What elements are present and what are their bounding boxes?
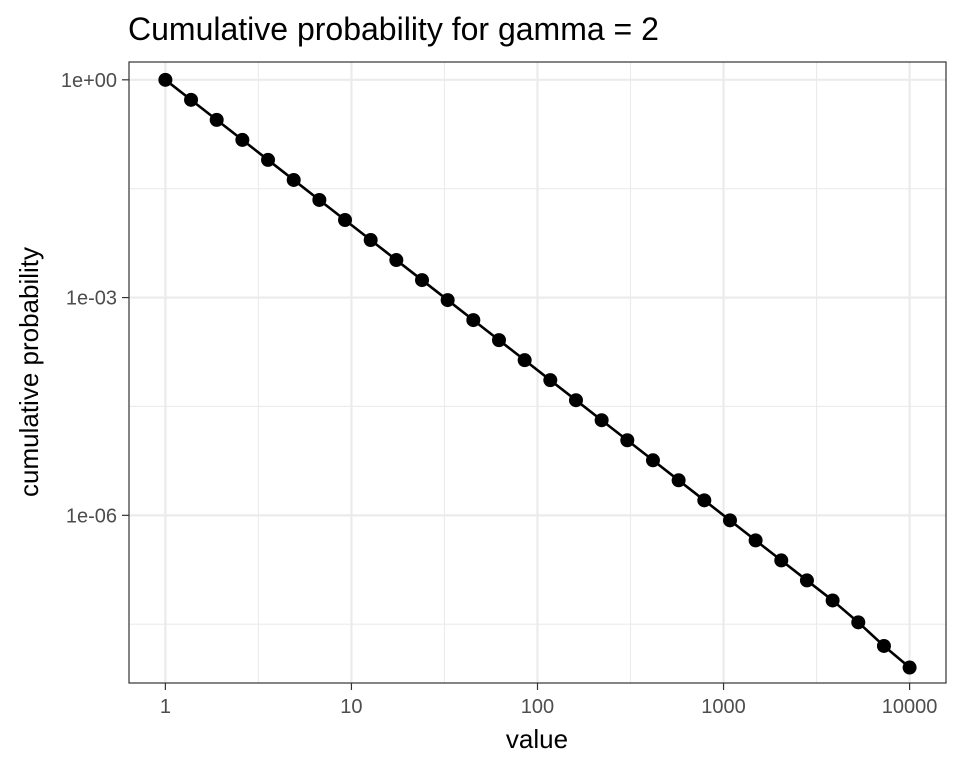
data-point [261, 152, 276, 167]
data-point [774, 553, 789, 568]
chart-title: Cumulative probability for gamma = 2 [128, 11, 659, 47]
data-point [825, 593, 840, 608]
x-tick-label: 1000 [701, 696, 746, 718]
data-point [517, 353, 532, 368]
grid-layer [129, 62, 946, 683]
data-point [312, 192, 327, 207]
data-point [158, 72, 173, 87]
data-point [876, 638, 891, 653]
y-axis-title: cumulative probability [14, 247, 44, 497]
data-point [440, 293, 455, 308]
x-tick-label: 10 [340, 696, 362, 718]
x-tick-label: 100 [521, 696, 554, 718]
data-point [748, 533, 763, 548]
data-point [491, 333, 506, 348]
data-point [568, 393, 583, 408]
data-point [697, 493, 712, 508]
data-point [184, 92, 199, 107]
data-point [851, 615, 866, 630]
data-point [620, 433, 635, 448]
data-point [543, 373, 558, 388]
data-point [338, 212, 353, 227]
data-point [594, 413, 609, 428]
data-point [235, 132, 250, 147]
data-point [799, 573, 814, 588]
y-tick-label: 1e-06 [66, 505, 117, 527]
data-point [389, 253, 404, 268]
x-axis-title: value [506, 724, 568, 754]
y-tick-label: 1e+00 [61, 70, 117, 92]
data-point [415, 273, 430, 288]
series-layer [158, 72, 917, 675]
data-point [209, 112, 224, 127]
data-point [363, 233, 378, 248]
data-point [722, 513, 737, 528]
data-point [671, 473, 686, 488]
data-point [902, 660, 917, 675]
data-point [286, 172, 301, 187]
data-point [466, 313, 481, 328]
x-tick-label: 1 [160, 696, 171, 718]
ticks-layer: 1 10 100 1000 10000 1e+00 1e-03 1e-06 [61, 70, 938, 718]
x-tick-label: 10000 [882, 696, 938, 718]
data-point [645, 453, 660, 468]
y-tick-label: 1e-03 [66, 288, 117, 310]
